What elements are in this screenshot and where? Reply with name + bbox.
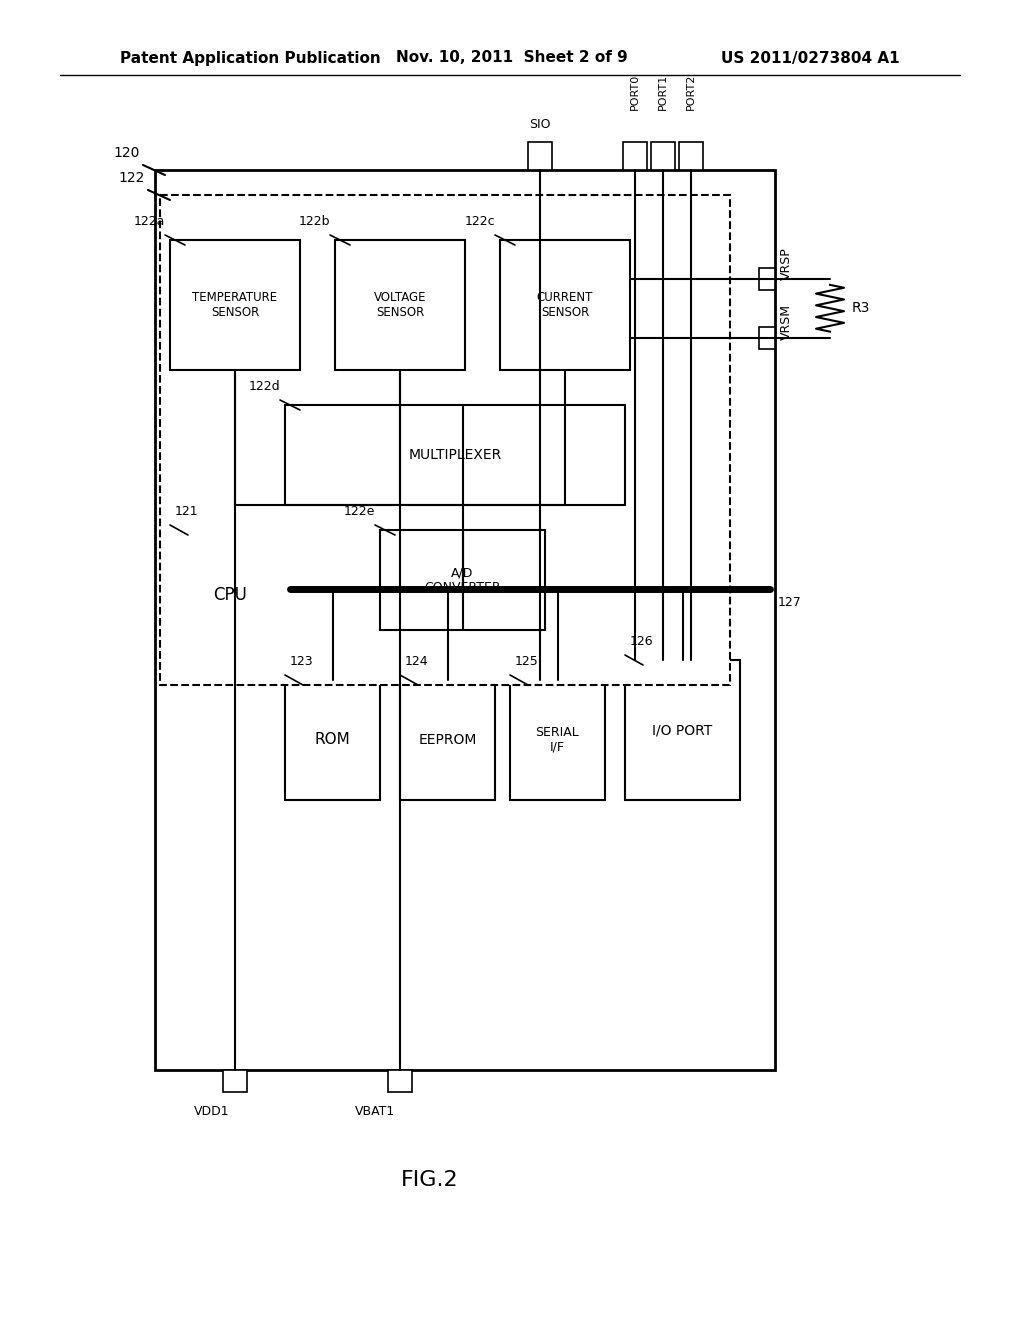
Bar	[155, 170, 775, 1071]
Text: VRSP: VRSP	[780, 248, 793, 280]
Bar	[651, 143, 675, 170]
Bar	[285, 405, 625, 506]
Bar	[223, 1071, 247, 1092]
Bar	[527, 143, 552, 170]
Text: 122e: 122e	[344, 506, 375, 517]
Text: 126: 126	[630, 635, 653, 648]
Text: 122d: 122d	[249, 380, 280, 393]
Text: I/O PORT: I/O PORT	[652, 723, 713, 737]
Text: TEMPERATURE
SENSOR: TEMPERATURE SENSOR	[193, 290, 278, 319]
Bar	[388, 1071, 412, 1092]
Bar	[759, 268, 775, 290]
Text: 121: 121	[175, 506, 199, 517]
Text: VBAT1: VBAT1	[354, 1105, 395, 1118]
Text: SERIAL
I/F: SERIAL I/F	[536, 726, 580, 754]
Text: VRSM: VRSM	[780, 305, 793, 341]
Text: 120: 120	[114, 147, 140, 160]
Text: PORT0: PORT0	[630, 74, 640, 110]
Text: CPU: CPU	[213, 586, 247, 605]
Text: SIO: SIO	[528, 119, 550, 132]
Text: VOLTAGE
SENSOR: VOLTAGE SENSOR	[374, 290, 426, 319]
Text: 122a: 122a	[133, 215, 165, 228]
Text: 127: 127	[778, 597, 802, 610]
Text: FIG.2: FIG.2	[401, 1170, 459, 1191]
Bar	[625, 660, 740, 800]
Text: 122c: 122c	[464, 215, 495, 228]
Bar	[759, 326, 775, 348]
Bar	[510, 680, 605, 800]
Bar	[335, 240, 465, 370]
Bar	[679, 143, 703, 170]
Text: 122b: 122b	[299, 215, 330, 228]
Text: 124: 124	[406, 655, 429, 668]
Text: MULTIPLEXER: MULTIPLEXER	[409, 447, 502, 462]
Text: VDD1: VDD1	[195, 1105, 230, 1118]
Bar	[623, 143, 647, 170]
Text: Nov. 10, 2011  Sheet 2 of 9: Nov. 10, 2011 Sheet 2 of 9	[396, 50, 628, 66]
Text: CURRENT
SENSOR: CURRENT SENSOR	[537, 290, 593, 319]
Text: US 2011/0273804 A1: US 2011/0273804 A1	[721, 50, 900, 66]
Text: ROM: ROM	[314, 733, 350, 747]
Bar	[500, 240, 630, 370]
Text: PORT1: PORT1	[658, 74, 668, 110]
Bar	[170, 531, 290, 660]
Text: EEPROM: EEPROM	[419, 733, 477, 747]
Bar	[380, 531, 545, 630]
Text: R3: R3	[852, 301, 870, 315]
Text: PORT2: PORT2	[686, 74, 696, 110]
Text: 122: 122	[119, 172, 145, 185]
Text: 123: 123	[290, 655, 313, 668]
Bar	[285, 680, 380, 800]
Bar	[400, 680, 495, 800]
Text: A/D
CONVERTER: A/D CONVERTER	[424, 566, 501, 594]
Text: Patent Application Publication: Patent Application Publication	[120, 50, 381, 66]
Text: 125: 125	[515, 655, 539, 668]
Bar	[170, 240, 300, 370]
Bar	[160, 195, 730, 685]
